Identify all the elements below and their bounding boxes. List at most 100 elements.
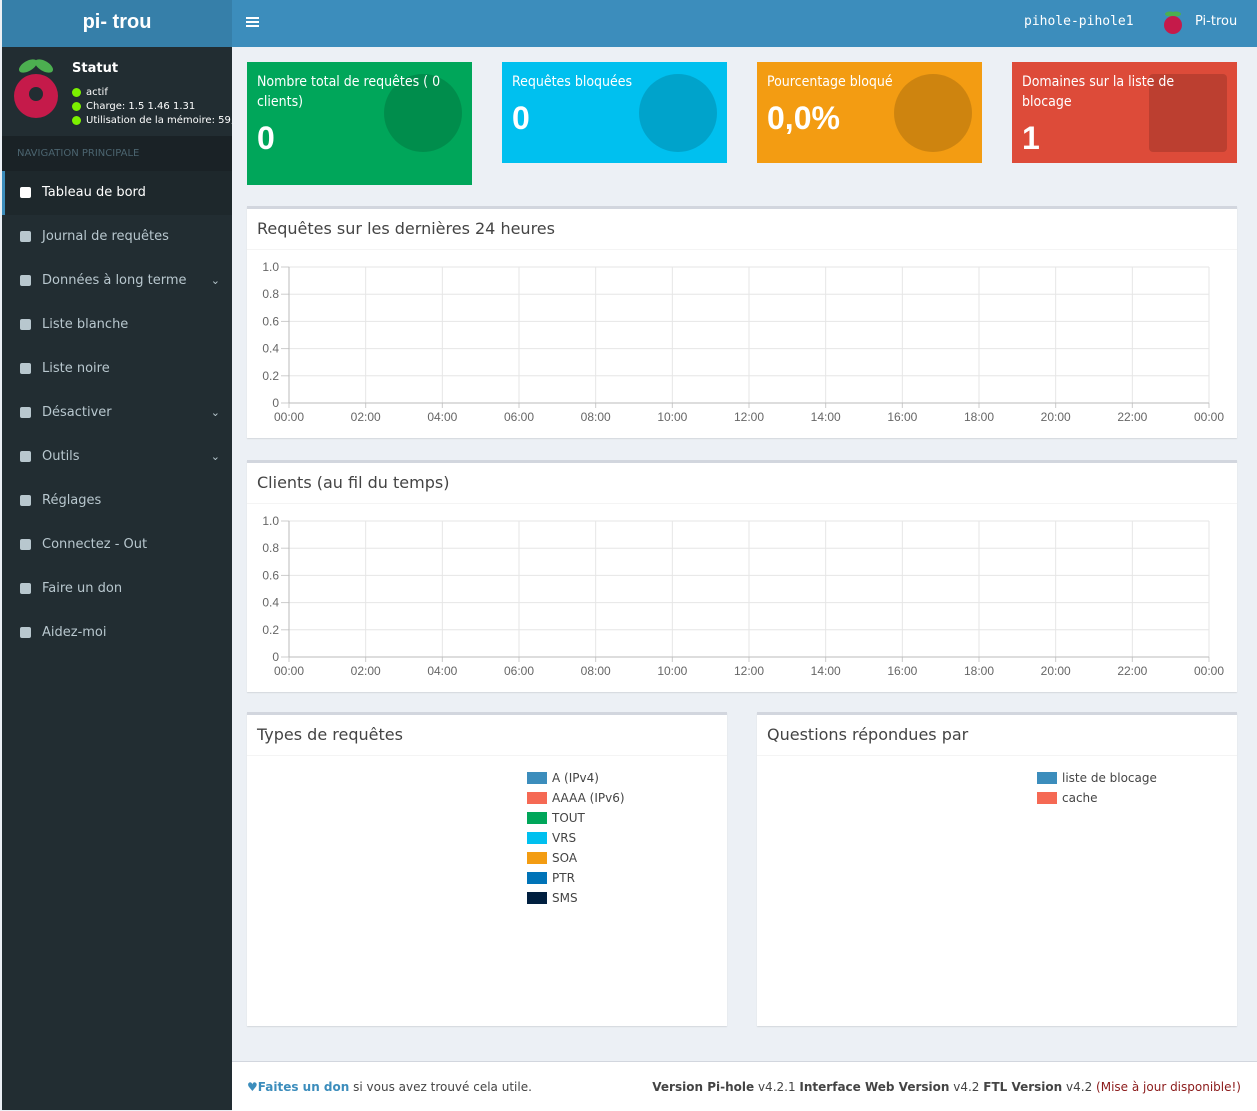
version-label: Version Pi-hole: [652, 1080, 755, 1094]
menu-icon: [20, 231, 31, 242]
menu-item[interactable]: Données à long terme ⌄: [2, 259, 232, 303]
menu-icon: [20, 275, 31, 286]
x-tick-label: 20:00: [1041, 410, 1071, 424]
x-tick-label: 12:00: [734, 664, 764, 678]
x-tick-label: 14:00: [811, 664, 841, 678]
legend-item[interactable]: cache: [1037, 788, 1098, 808]
x-tick-label: 02:00: [351, 410, 381, 424]
menu-label: Tableau de bord: [42, 185, 146, 200]
menu-icon: [20, 451, 31, 462]
x-tick-label: 16:00: [887, 410, 917, 424]
status-title: Statut: [72, 61, 119, 76]
legend-label: liste de blocage: [1062, 771, 1157, 785]
menu-icon: [20, 627, 31, 638]
menu-item[interactable]: Aidez-moi: [2, 611, 232, 655]
menu-item[interactable]: Faire un don: [2, 567, 232, 611]
y-tick-label: 1.0: [262, 514, 279, 528]
stat-title: Requêtes bloquées: [512, 74, 633, 90]
legend-label: AAAA (IPv6): [552, 791, 625, 805]
menu-label: Journal de requêtes: [42, 229, 169, 244]
x-tick-label: 14:00: [811, 410, 841, 424]
panel-title: Questions répondues par: [757, 715, 1237, 756]
stat-box: Pourcentage bloqué 0,0%: [757, 62, 982, 163]
stat-title: Nombre total de requêtes ( 0 clients): [257, 74, 441, 110]
raspberry-logo: [14, 59, 58, 118]
stat-value: 0: [512, 100, 530, 136]
stat-box: Requêtes bloquées 0: [502, 62, 727, 163]
legend-swatch: [527, 872, 547, 884]
version: v4.2.1: [757, 1080, 796, 1094]
menu-label: Désactiver: [42, 405, 112, 420]
version: v4.2: [1066, 1080, 1093, 1094]
chart-title: Requêtes sur les dernières 24 heures: [247, 209, 1237, 250]
x-tick-label: 04:00: [427, 410, 457, 424]
menu-icon: [20, 407, 31, 418]
sidebar: pi- trou Statut actif Charge: 1.5 1.46 1.…: [2, 0, 232, 1110]
x-tick-label: 00:00: [1194, 410, 1224, 424]
legend-swatch: [1037, 772, 1057, 784]
y-tick-label: 0.6: [262, 568, 279, 582]
menu-icon: [20, 583, 31, 594]
legend-item[interactable]: VRS: [527, 828, 576, 848]
menu-icon: [20, 363, 31, 374]
menu-item[interactable]: Réglages: [2, 479, 232, 523]
user-icon[interactable]: [1163, 10, 1183, 36]
legend-item[interactable]: A (IPv4): [527, 768, 599, 788]
menu-toggle[interactable]: [246, 16, 260, 30]
menu-item[interactable]: Outils ⌄: [2, 435, 232, 479]
legend-swatch: [527, 812, 547, 824]
legend-item[interactable]: AAAA (IPv6): [527, 788, 625, 808]
chart-title: Clients (au fil du temps): [247, 463, 1237, 504]
legend-item[interactable]: SMS: [527, 888, 578, 908]
status-list: actif Charge: 1.5 1.46 1.31 Utilisation de…: [72, 86, 232, 128]
x-tick-label: 00:00: [274, 410, 304, 424]
legend-item[interactable]: liste de blocage: [1037, 768, 1157, 788]
footer: ♥Faites un don si vous avez trouvé cela …: [232, 1061, 1257, 1111]
status-line: Utilisation de la mémoire: 59,5%: [72, 114, 232, 128]
footer-right: Version Pi-hole v4.2.1 Interface Web Ver…: [652, 1080, 1241, 1094]
stat-box: Nombre total de requêtes ( 0 clients) 0: [247, 62, 472, 185]
chevron: ⌄: [210, 450, 220, 463]
menu-label: Liste blanche: [42, 317, 129, 332]
y-tick-label: 0.6: [262, 314, 279, 328]
legend-item[interactable]: PTR: [527, 868, 575, 888]
x-tick-label: 18:00: [964, 664, 994, 678]
legend-item[interactable]: SOA: [527, 848, 577, 868]
legend-label: cache: [1062, 791, 1098, 805]
menu-item[interactable]: Journal de requêtes: [2, 215, 232, 259]
menu-label: Outils: [42, 449, 80, 464]
version-label: Interface Web Version: [799, 1080, 950, 1094]
x-tick-label: 10:00: [657, 664, 687, 678]
status-line: Charge: 1.5 1.46 1.31: [72, 100, 232, 114]
update-link[interactable]: (Mise à jour disponible!): [1096, 1080, 1241, 1094]
stat-value: 0,0%: [767, 100, 840, 136]
menu-item[interactable]: Désactiver ⌄: [2, 391, 232, 435]
stat-icon: [384, 74, 462, 152]
legend-swatch: [527, 772, 547, 784]
y-tick-label: 0.4: [262, 342, 279, 356]
legend-item[interactable]: TOUT: [527, 808, 585, 828]
stat-title: Domaines sur la liste de blocage: [1022, 74, 1175, 110]
x-tick-label: 08:00: [581, 410, 611, 424]
menu-item[interactable]: Liste noire: [2, 347, 232, 391]
panel-title: Types de requêtes: [247, 715, 727, 756]
menu-item[interactable]: Liste blanche: [2, 303, 232, 347]
legend-swatch: [527, 832, 547, 844]
stat-value: 0: [257, 120, 275, 156]
menu-label: Réglages: [42, 493, 102, 508]
menu-item[interactable]: Tableau de bord: [2, 171, 232, 215]
user-name[interactable]: Pi-trou: [1195, 14, 1238, 29]
x-tick-label: 06:00: [504, 664, 534, 678]
logo[interactable]: pi- trou: [2, 0, 232, 47]
legend-panel: Questions répondues par liste de blocage c…: [757, 712, 1237, 1026]
menu-item[interactable]: Connectez - Out: [2, 523, 232, 567]
donate-text: si vous avez trouvé cela utile.: [353, 1080, 532, 1094]
stat-title: Pourcentage bloqué: [767, 74, 893, 90]
stat-icon: [639, 74, 717, 152]
x-tick-label: 22:00: [1117, 664, 1147, 678]
stat-box: Domaines sur la liste de blocage 1: [1012, 62, 1237, 163]
donate-link[interactable]: Faites un don: [257, 1080, 350, 1094]
x-tick-label: 18:00: [964, 410, 994, 424]
chart: 0 0.2 0.4 0.6 0.8 1.0 00:00 02:00 04:00 06:00 08:0…: [262, 514, 1224, 678]
